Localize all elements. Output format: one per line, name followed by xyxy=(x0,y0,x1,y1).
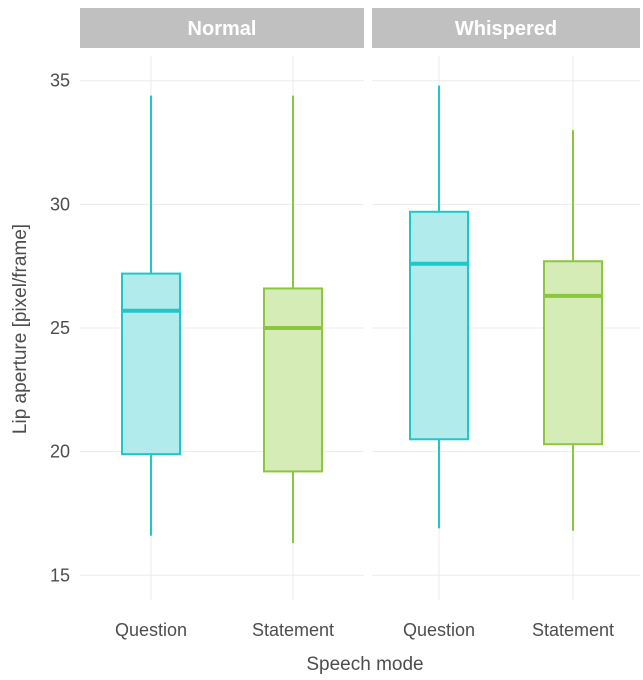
x-tick-label: Statement xyxy=(252,620,334,640)
y-tick-label: 20 xyxy=(50,442,70,462)
y-tick-label: 35 xyxy=(50,71,70,91)
y-tick-label: 30 xyxy=(50,194,70,214)
iqr-box xyxy=(543,260,603,446)
box-question xyxy=(121,95,181,536)
y-tick-label: 25 xyxy=(50,318,70,338)
y-axis-title: Lip aperture [pixel/frame] xyxy=(10,224,31,434)
x-axis-title: Speech mode xyxy=(306,654,423,675)
x-tick-label: Question xyxy=(403,620,475,640)
panel-strip-label: Whispered xyxy=(455,18,557,40)
y-axis: 15 20 25 30 35 xyxy=(50,71,70,586)
panel-strip-label: Normal xyxy=(188,18,257,40)
iqr-box xyxy=(121,272,181,456)
panel-strip xyxy=(80,8,364,48)
box-question xyxy=(409,85,469,529)
box-statement xyxy=(263,95,323,544)
iqr-box xyxy=(409,210,469,441)
x-tick-label: Question xyxy=(115,620,187,640)
panel-strip xyxy=(372,8,640,48)
y-tick-label: 15 xyxy=(50,565,70,585)
panel-normal: Normal Question Statement xyxy=(80,8,364,640)
panel-whispered: Whispered Question Statement xyxy=(372,8,640,640)
box-statement xyxy=(543,130,603,531)
iqr-box xyxy=(263,287,323,473)
panels-layer: Normal Question Statement Whispered Question… xyxy=(80,8,640,640)
x-tick-label: Statement xyxy=(532,620,614,640)
